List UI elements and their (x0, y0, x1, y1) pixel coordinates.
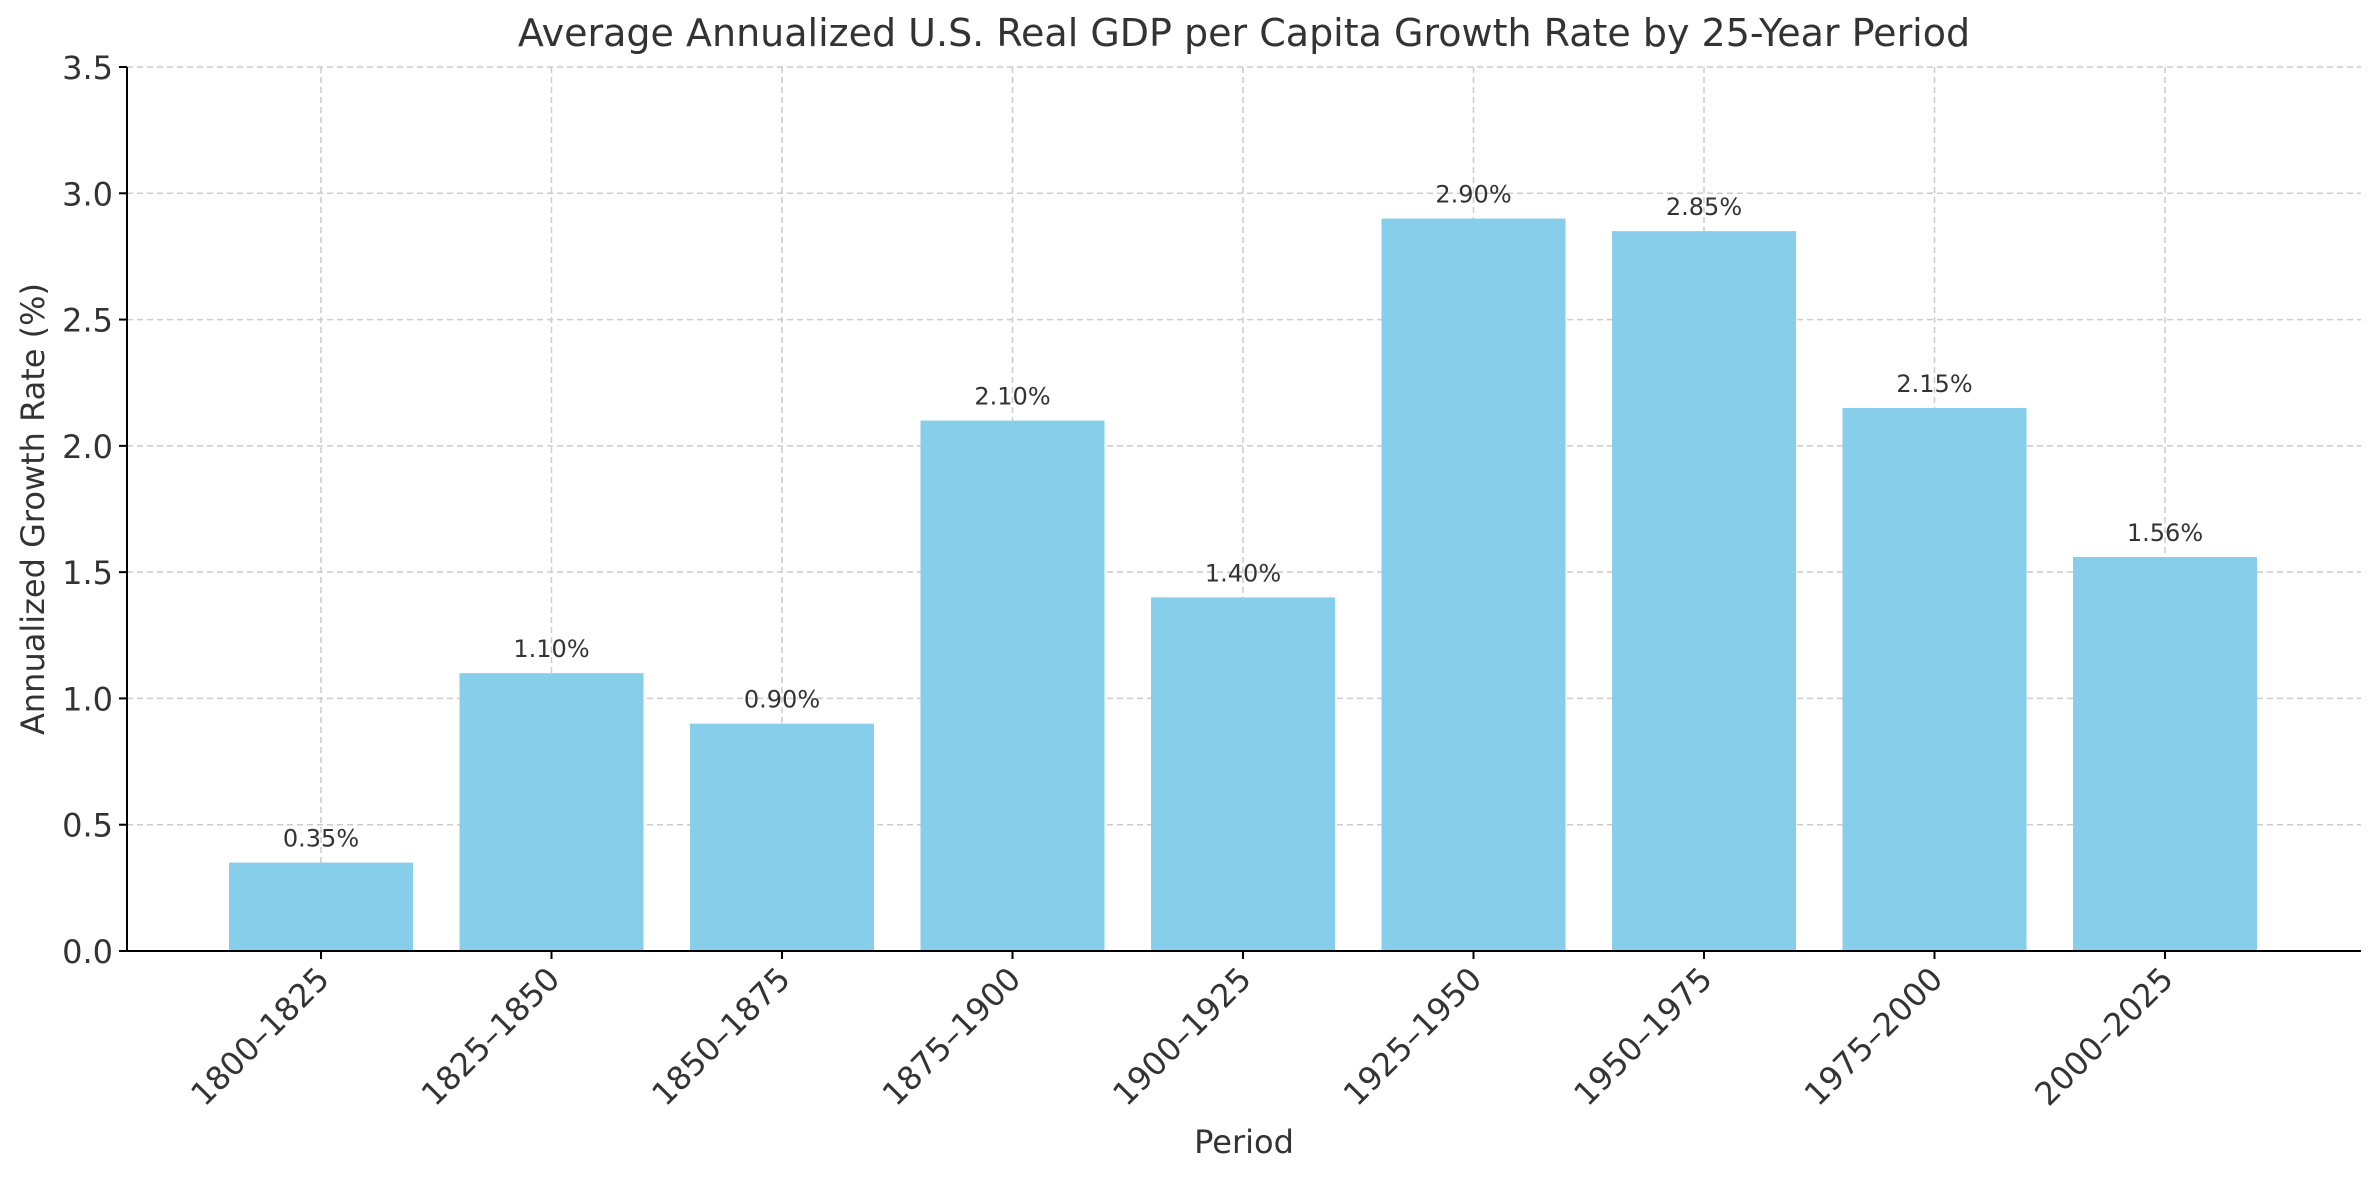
y-tick-label: 1.0 (62, 680, 113, 718)
x-axis-title: Period (1194, 1123, 1294, 1161)
bar (1381, 218, 1566, 952)
x-tick-label: 2000–2025 (2027, 960, 2180, 1113)
data-label: 2.90% (1435, 181, 1511, 209)
y-tick-label: 0.0 (62, 933, 113, 971)
x-tick-label: 1850–1875 (644, 960, 797, 1113)
x-tick-label: 1900–1925 (1105, 960, 1258, 1113)
y-tick-label: 1.5 (62, 554, 113, 592)
y-tick-label: 3.0 (62, 175, 113, 213)
y-tick-label: 2.0 (62, 428, 113, 466)
data-label: 2.10% (974, 383, 1050, 411)
data-label: 0.35% (283, 825, 359, 853)
bar (1151, 597, 1335, 951)
bar (690, 723, 874, 951)
bar (229, 862, 413, 951)
data-label: 1.40% (1205, 559, 1281, 587)
data-label: 1.56% (2127, 519, 2203, 547)
x-tick-label: 1950–1975 (1566, 960, 1719, 1113)
axis-layer (119, 66, 2361, 959)
x-tick-label: 1875–1900 (875, 960, 1028, 1113)
bar (1612, 231, 1796, 951)
bar (459, 673, 644, 951)
bar (2073, 556, 2257, 951)
bar (1842, 407, 2027, 951)
data-label: 0.90% (744, 686, 820, 714)
x-tick-label: 1975–2000 (1797, 960, 1950, 1113)
y-axis-title: Annualized Growth Rate (%) (14, 283, 52, 735)
data-label: 2.15% (1896, 370, 1972, 398)
y-tick-label: 3.5 (62, 49, 113, 87)
data-label: 1.10% (513, 635, 589, 663)
data-label: 2.85% (1666, 193, 1742, 221)
x-tick-label: 1825–1850 (414, 960, 567, 1113)
bar-layer (229, 218, 2257, 952)
x-tick-label: 1925–1950 (1336, 960, 1489, 1113)
x-tick-label: 1800–1825 (183, 960, 336, 1113)
y-tick-label: 0.5 (62, 807, 113, 845)
bar (920, 420, 1105, 952)
y-tick-label: 2.5 (62, 302, 113, 340)
chart-title: Average Annualized U.S. Real GDP per Cap… (518, 11, 1970, 55)
